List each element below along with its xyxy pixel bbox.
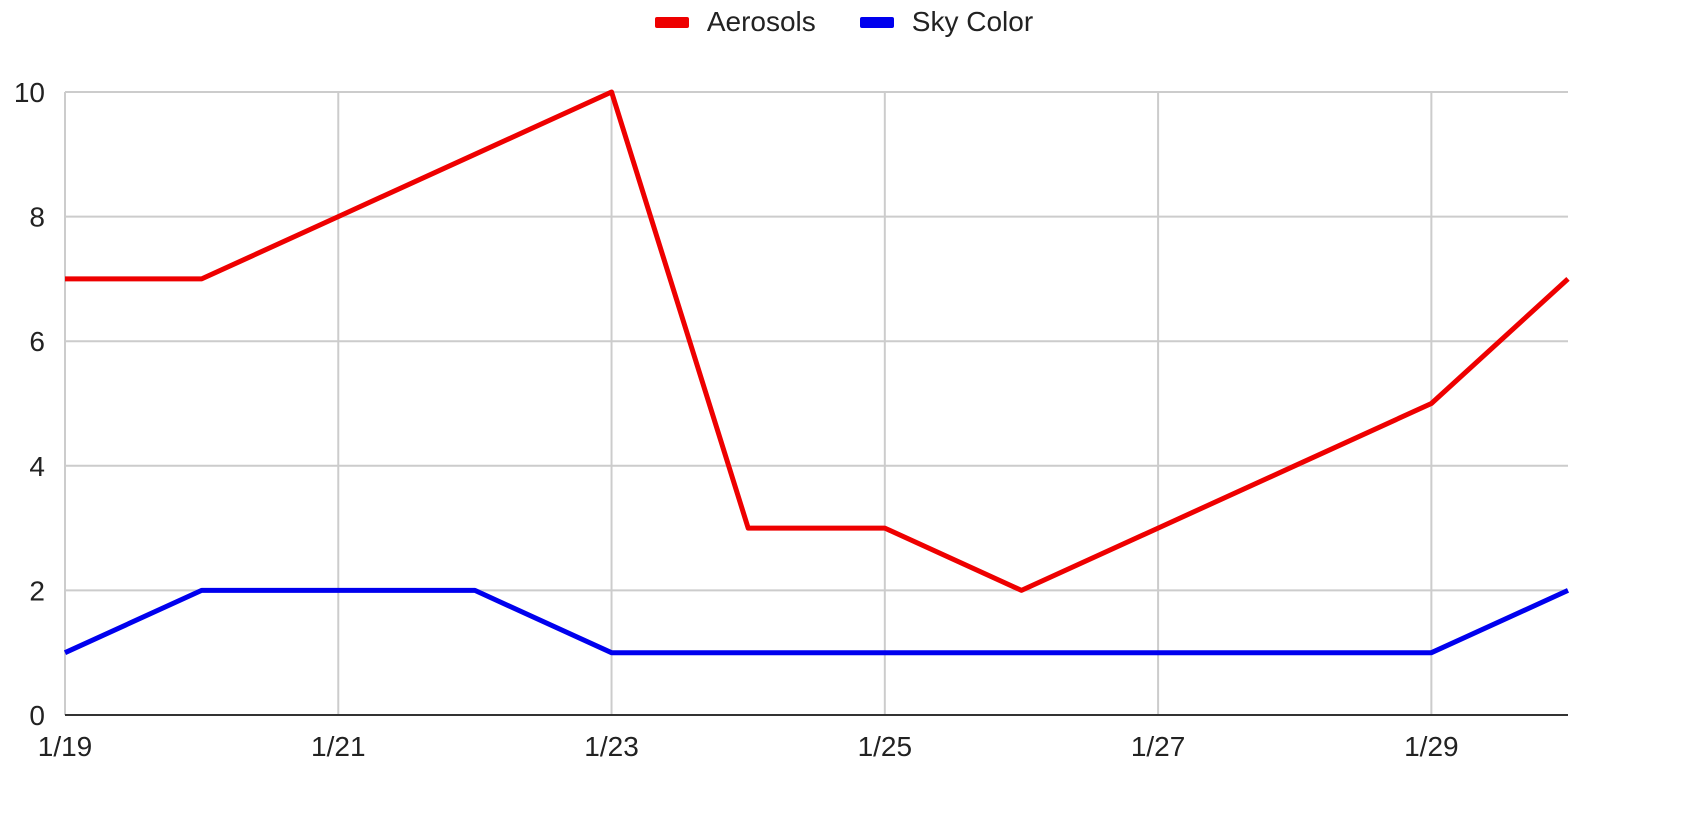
- y-tick-label: 10: [14, 77, 45, 108]
- x-tick-label: 1/23: [584, 731, 639, 762]
- series-line-aerosols: [65, 89, 1570, 593]
- y-tick-label: 4: [29, 451, 45, 482]
- y-tick-label: 8: [29, 202, 45, 233]
- x-tick-label: 1/27: [1131, 731, 1186, 762]
- grid-lines: [64, 91, 1568, 715]
- series-lines: [63, 89, 1570, 656]
- y-tick-label: 2: [29, 575, 45, 606]
- x-tick-label: 1/25: [858, 731, 913, 762]
- legend-item-aerosols[interactable]: Aerosols: [654, 6, 816, 38]
- y-tick-label: 6: [29, 326, 45, 357]
- legend-swatch-sky-color: [859, 16, 894, 28]
- legend-label-aerosols: Aerosols: [706, 6, 816, 37]
- legend-label-sky-color: Sky Color: [911, 6, 1034, 37]
- x-tick-label: 1/21: [311, 731, 366, 762]
- x-tick-label: 1/29: [1404, 731, 1459, 762]
- series-line-sky-color: [63, 587, 1570, 656]
- x-axis-ticks: 1/19 1/21 1/23 1/25 1/27 1/29: [38, 731, 1459, 762]
- legend-item-sky-color[interactable]: Sky Color: [859, 6, 1034, 38]
- y-axis-ticks: 0 2 4 6 8 10: [14, 77, 45, 731]
- x-tick-label: 1/19: [38, 731, 93, 762]
- legend-swatch-aerosols: [654, 16, 689, 28]
- chart-legend: Aerosols Sky Color: [0, 6, 1688, 38]
- y-tick-label: 0: [29, 700, 45, 731]
